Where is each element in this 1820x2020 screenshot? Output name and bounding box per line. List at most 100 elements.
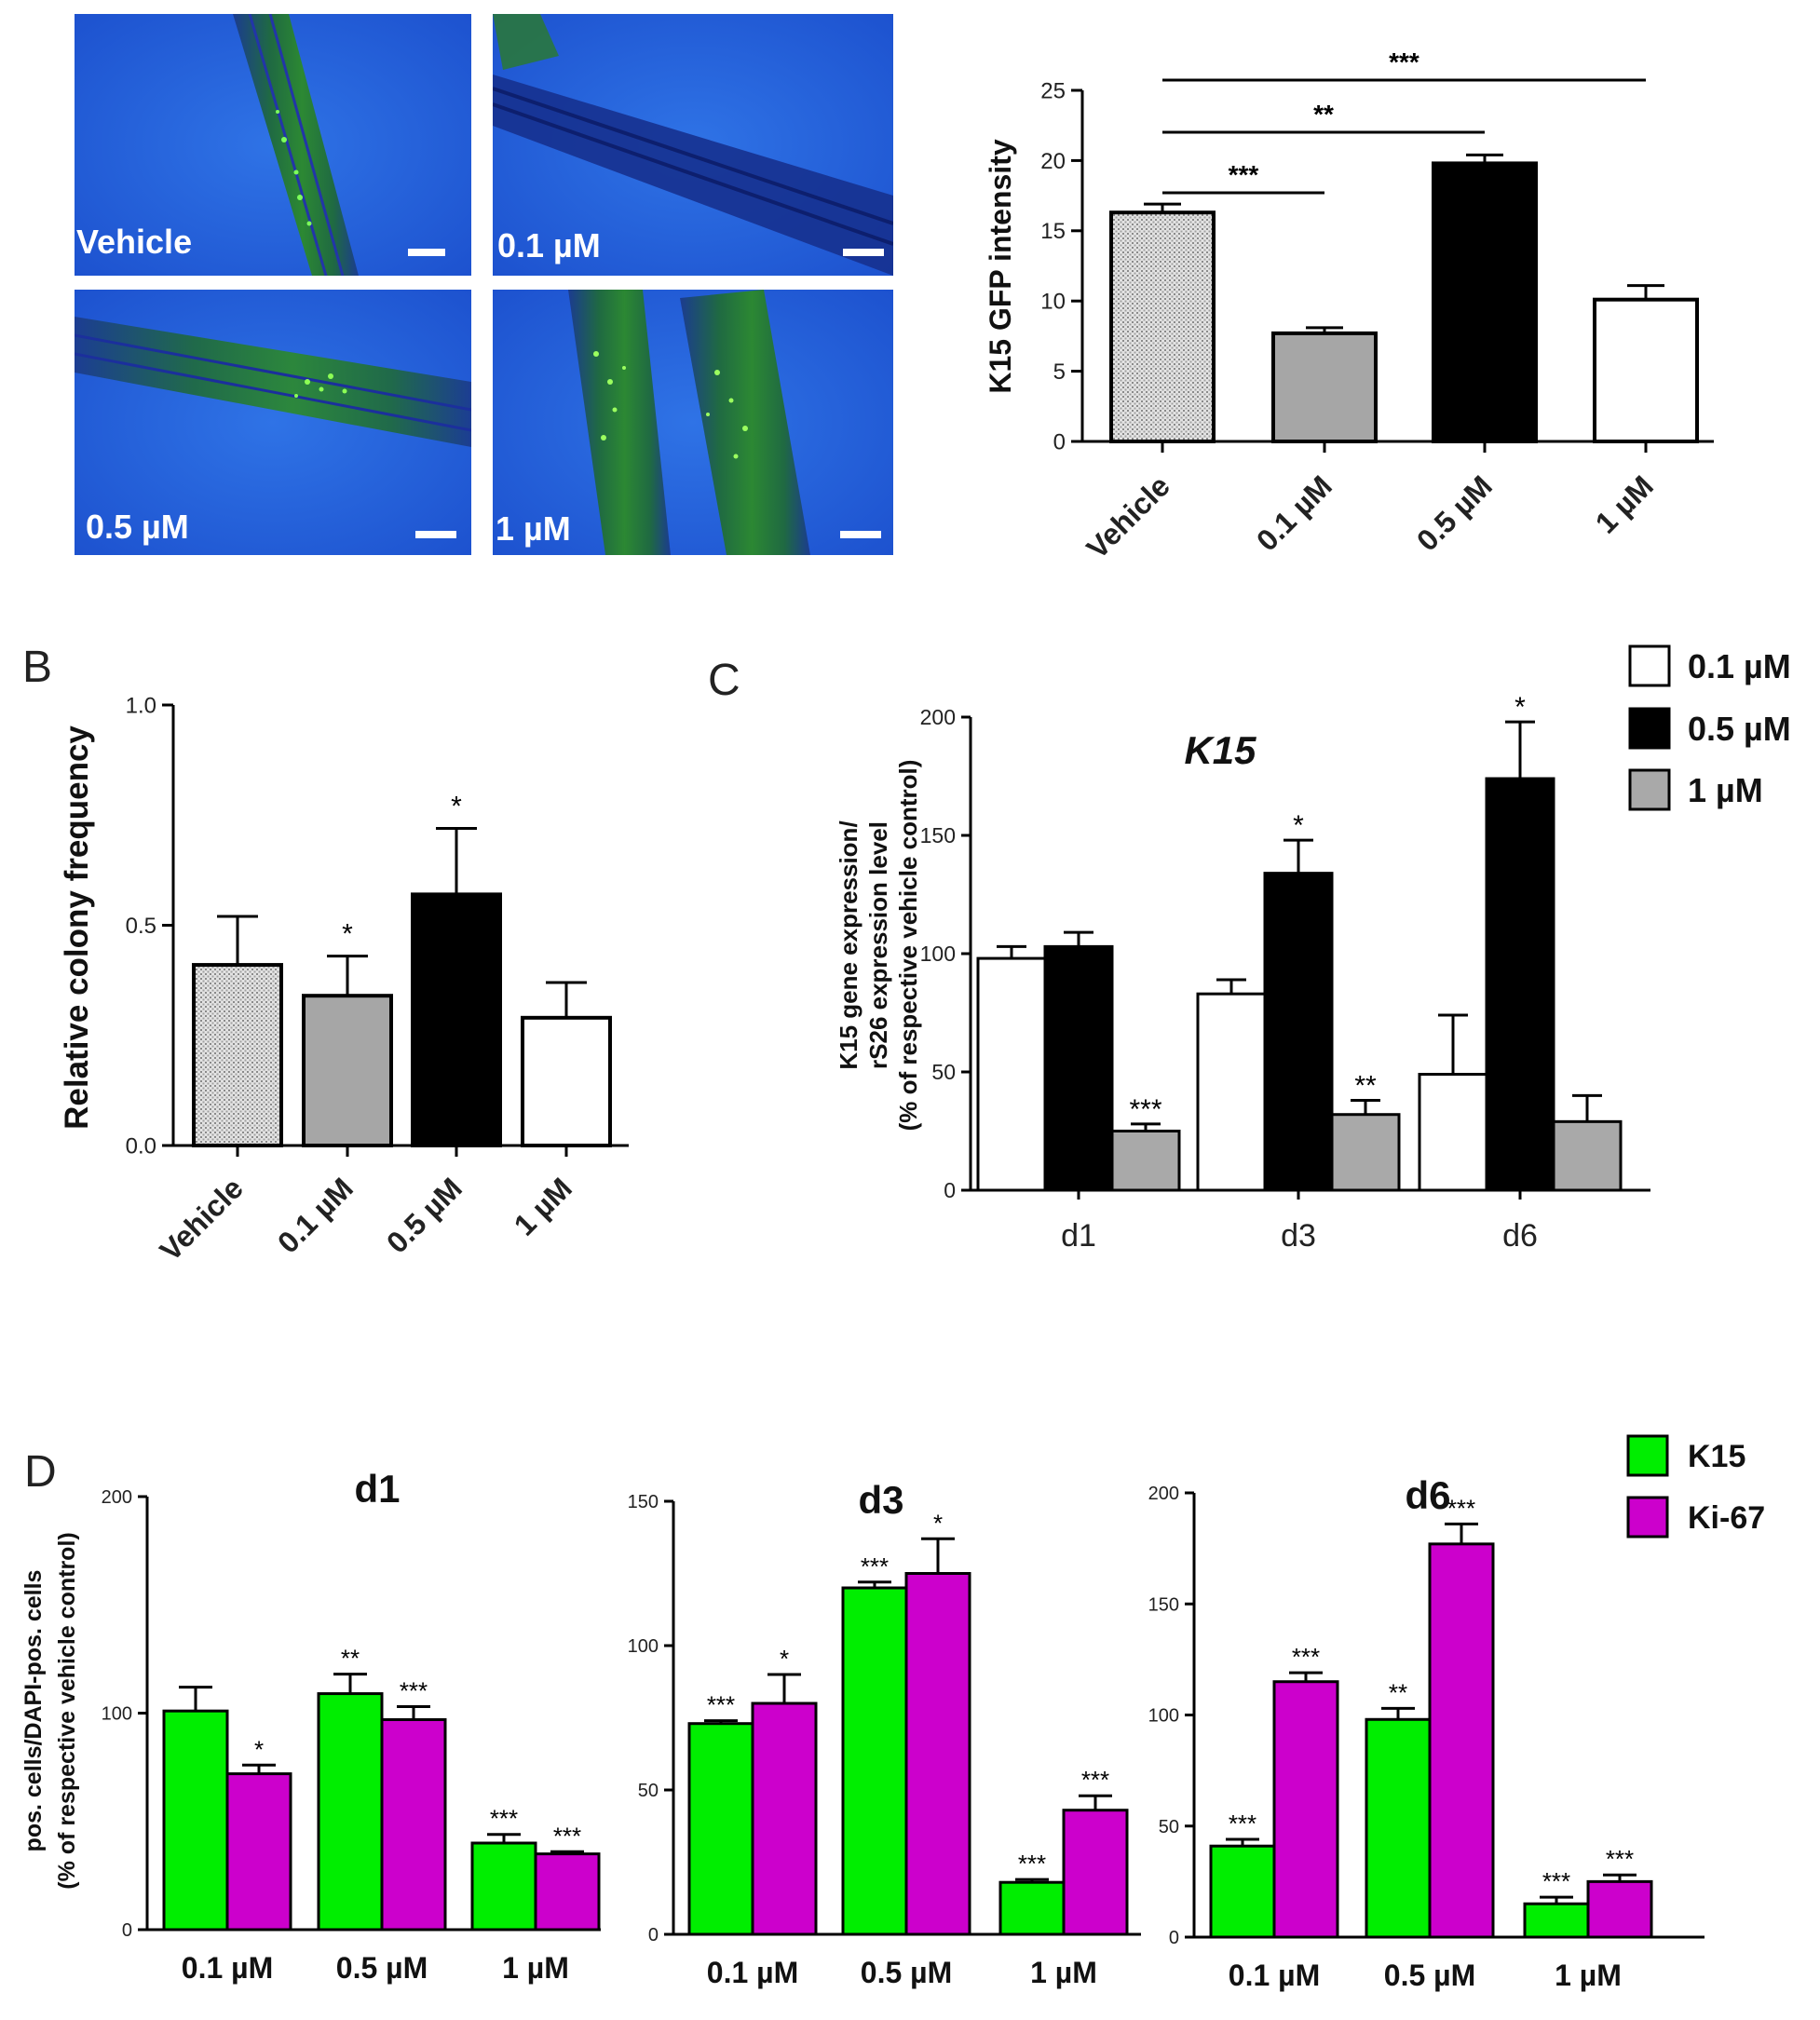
x-tick-label: 0.1 µM	[1250, 468, 1338, 557]
bar	[534, 1852, 601, 1932]
x-tick-label: 1 µM	[508, 1171, 578, 1241]
significance-label: ***	[1292, 1643, 1320, 1671]
y-tick-label: 150	[1148, 1594, 1179, 1615]
y-tick-label: 0	[122, 1920, 132, 1941]
micrograph-1-um: 1 µM	[493, 290, 893, 555]
bar	[411, 892, 502, 1147]
bar	[1209, 1844, 1276, 1939]
bar	[1428, 1542, 1495, 1939]
y-tick-label: 50	[1159, 1817, 1179, 1837]
y-tick-label: 15	[1040, 219, 1066, 244]
micrograph-0-1-um: 0.1 µM	[493, 14, 893, 276]
bar	[1485, 777, 1555, 1192]
significance-label: ***	[490, 1805, 518, 1833]
significance-label: *	[780, 1645, 789, 1673]
significance-label: *	[1514, 692, 1526, 723]
significance-label: ***	[1081, 1766, 1109, 1794]
legend-swatch	[1626, 1434, 1669, 1477]
bar	[751, 1701, 818, 1936]
bar	[521, 1015, 612, 1147]
micrograph-grid: Vehicle 0.1 µM 0.5 µM	[75, 14, 893, 555]
y-tick-label: 0	[1169, 1928, 1179, 1948]
significance-label: ***	[1229, 160, 1259, 189]
bar	[317, 1692, 384, 1932]
bar	[192, 963, 283, 1147]
x-tick-label: d6	[1502, 1218, 1538, 1254]
bar	[1272, 1680, 1339, 1939]
significance-label: *	[342, 919, 353, 950]
y-tick-label: 10	[1040, 290, 1066, 315]
x-tick-label: 0.5 µM	[1410, 468, 1499, 557]
chart-title: d6	[1405, 1473, 1450, 1517]
micrograph-label-0-5-um: 0.5 µM	[86, 508, 189, 546]
bar	[1110, 1130, 1181, 1192]
legend-label: 0.5 µM	[1688, 710, 1791, 748]
bar	[1196, 992, 1267, 1192]
y-tick-label: 200	[920, 705, 956, 729]
bar	[976, 956, 1047, 1192]
bar	[1062, 1809, 1129, 1936]
panel-letter-c: C	[708, 656, 740, 705]
bar	[1432, 161, 1538, 444]
y-axis-label: (% of respective vehicle control)	[894, 760, 922, 1132]
y-axis-label: pos. cells/DAPI-pos. cells	[20, 1570, 47, 1852]
y-tick-label: 100	[102, 1704, 132, 1725]
significance-label: ***	[1129, 1094, 1161, 1125]
significance-label: *	[933, 1509, 943, 1537]
significance-label: ***	[1018, 1850, 1046, 1878]
x-tick-label: 0.5 µM	[336, 1951, 428, 1985]
bar	[841, 1586, 908, 1936]
legend-swatch	[1628, 644, 1671, 687]
significance-label: *	[254, 1735, 264, 1763]
significance-label: ***	[553, 1822, 581, 1850]
y-tick-label: 100	[920, 942, 956, 966]
x-tick-label: 1 µM	[1030, 1956, 1097, 1989]
chart-title: K15	[1184, 728, 1256, 772]
y-axis-label: K15 gene expression/	[835, 820, 862, 1069]
y-tick-label: 150	[628, 1492, 659, 1512]
bar	[1593, 297, 1699, 443]
y-tick-label: 50	[931, 1060, 956, 1084]
legend-swatch	[1628, 768, 1671, 811]
x-tick-label: 0.1 µM	[271, 1171, 360, 1259]
y-tick-label: 20	[1040, 149, 1066, 174]
significance-label: ***	[861, 1552, 889, 1580]
legend-swatch	[1626, 1496, 1669, 1539]
y-tick-label: 100	[628, 1636, 659, 1657]
legend-label: Ki-67	[1688, 1500, 1765, 1536]
bar	[904, 1572, 971, 1936]
x-tick-label: 0.5 µM	[380, 1171, 469, 1259]
x-tick-label: 1 µM	[502, 1951, 569, 1985]
significance-label: **	[1354, 1070, 1377, 1101]
micrograph-label-vehicle: Vehicle	[76, 223, 192, 261]
y-tick-label: 0	[944, 1178, 956, 1202]
y-tick-label: 200	[102, 1487, 132, 1508]
x-tick-label: 1 µM	[1589, 468, 1660, 539]
x-tick-label: 1 µM	[1555, 1959, 1622, 1992]
bar	[380, 1717, 447, 1932]
y-tick-label: 1.0	[126, 693, 156, 718]
x-tick-label: 0.5 µM	[861, 1956, 952, 1989]
micrograph-label-1-um: 1 µM	[496, 509, 571, 548]
significance-label: **	[341, 1645, 360, 1673]
legend-label: 0.1 µM	[1688, 647, 1791, 685]
y-axis-label: (% of respective vehicle control)	[54, 1532, 80, 1889]
legend-label: K15	[1688, 1439, 1745, 1474]
bar	[1586, 1879, 1653, 1939]
bar	[1043, 944, 1114, 1192]
y-axis-label: K15 GFP intensity	[984, 139, 1017, 393]
x-tick-label: d1	[1061, 1218, 1096, 1254]
micrograph-0-5-um: 0.5 µM	[75, 290, 471, 555]
y-axis-label: rS26 expression level	[864, 821, 892, 1069]
chart-title: d1	[354, 1467, 400, 1511]
x-tick-label: 0.1 µM	[1229, 1959, 1320, 1992]
y-axis-label: Relative colony frequency	[59, 725, 95, 1130]
bar	[1552, 1119, 1623, 1192]
y-tick-label: 5	[1053, 359, 1066, 385]
bar	[1109, 210, 1216, 443]
significance-label: *	[451, 791, 462, 821]
chart-relative-colony-frequency: 0.0 0.5 1.0 Vehicle * 0.1 µM * 0.5 µM 1 µM Relati…	[59, 693, 629, 1268]
x-tick-label: 0.1 µM	[707, 1956, 798, 1989]
